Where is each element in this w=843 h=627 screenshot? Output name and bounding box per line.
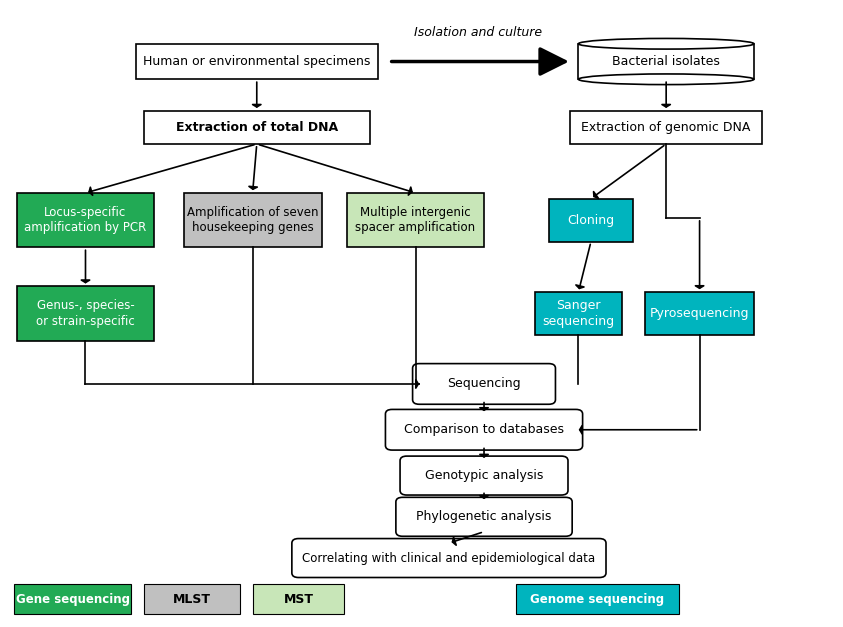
Text: Correlating with clinical and epidemiological data: Correlating with clinical and epidemiolo… [303, 552, 595, 564]
FancyBboxPatch shape [385, 409, 583, 450]
FancyBboxPatch shape [645, 292, 754, 335]
FancyBboxPatch shape [17, 193, 154, 248]
FancyBboxPatch shape [144, 111, 369, 144]
Text: Extraction of total DNA: Extraction of total DNA [175, 121, 338, 134]
Text: Gene sequencing: Gene sequencing [16, 593, 130, 606]
Text: Genome sequencing: Genome sequencing [530, 593, 664, 606]
FancyBboxPatch shape [549, 199, 633, 241]
FancyBboxPatch shape [396, 497, 572, 536]
Text: Amplification of seven
housekeeping genes: Amplification of seven housekeeping gene… [187, 206, 319, 234]
Text: Isolation and culture: Isolation and culture [414, 26, 542, 39]
Ellipse shape [578, 38, 754, 49]
FancyBboxPatch shape [136, 44, 378, 79]
FancyBboxPatch shape [292, 539, 606, 577]
Text: Extraction of genomic DNA: Extraction of genomic DNA [582, 121, 751, 134]
Text: Multiple intergenic
spacer amplification: Multiple intergenic spacer amplification [356, 206, 475, 234]
Text: Sanger
sequencing: Sanger sequencing [542, 300, 615, 327]
FancyBboxPatch shape [534, 292, 622, 335]
Text: Human or environmental specimens: Human or environmental specimens [143, 55, 370, 68]
FancyBboxPatch shape [516, 584, 679, 614]
Text: Bacterial isolates: Bacterial isolates [612, 55, 720, 68]
Text: Phylogenetic analysis: Phylogenetic analysis [416, 510, 551, 524]
FancyBboxPatch shape [578, 44, 754, 79]
FancyBboxPatch shape [144, 584, 240, 614]
FancyBboxPatch shape [570, 111, 762, 144]
Text: Genotypic analysis: Genotypic analysis [425, 469, 543, 482]
Text: Cloning: Cloning [567, 214, 615, 226]
Text: Genus-, species-
or strain-specific: Genus-, species- or strain-specific [36, 300, 135, 327]
FancyBboxPatch shape [412, 364, 556, 404]
Text: MST: MST [283, 593, 314, 606]
Ellipse shape [578, 74, 754, 85]
FancyBboxPatch shape [346, 193, 485, 248]
Text: Comparison to databases: Comparison to databases [404, 423, 564, 436]
FancyBboxPatch shape [400, 456, 568, 495]
Text: Sequencing: Sequencing [447, 377, 521, 391]
FancyBboxPatch shape [14, 584, 132, 614]
Text: Pyrosequencing: Pyrosequencing [650, 307, 749, 320]
Text: MLST: MLST [173, 593, 211, 606]
Text: Locus-specific
amplification by PCR: Locus-specific amplification by PCR [24, 206, 147, 234]
FancyBboxPatch shape [253, 584, 345, 614]
FancyBboxPatch shape [17, 287, 154, 340]
FancyBboxPatch shape [184, 193, 321, 248]
